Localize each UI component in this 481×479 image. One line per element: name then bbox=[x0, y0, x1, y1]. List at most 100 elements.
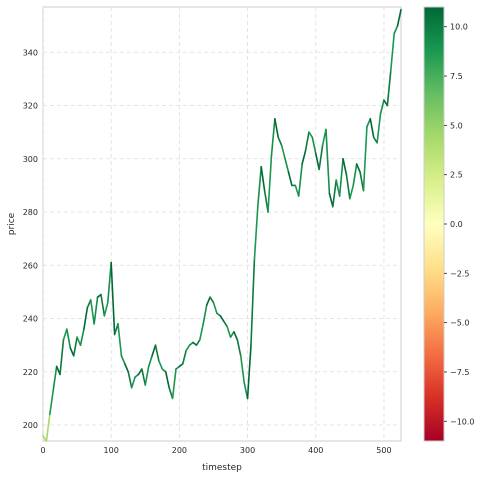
line-segment bbox=[209, 296, 215, 304]
colorbar bbox=[423, 6, 445, 442]
line-segment bbox=[386, 70, 392, 107]
x-tick-label: 500 bbox=[376, 446, 391, 455]
line-segment bbox=[106, 261, 112, 304]
colorbar-tick-label: 0.0 bbox=[450, 220, 463, 229]
price-line bbox=[42, 8, 402, 442]
line-segment bbox=[89, 299, 95, 325]
line-segment bbox=[250, 259, 256, 346]
y-tick-label: 220 bbox=[23, 368, 38, 377]
line-segment bbox=[328, 192, 334, 208]
line-segment bbox=[117, 323, 123, 357]
line-segment bbox=[147, 354, 153, 368]
line-segment bbox=[127, 370, 133, 389]
line-segment bbox=[144, 365, 150, 386]
x-tick-label: 100 bbox=[104, 446, 119, 455]
line-segment bbox=[396, 8, 402, 27]
line-segment bbox=[76, 336, 82, 346]
line-segment bbox=[83, 307, 89, 330]
colorbar-tick-label: 10.0 bbox=[450, 23, 468, 32]
line-segment bbox=[45, 413, 51, 442]
line-segment bbox=[103, 301, 109, 317]
colorbar-tick-label: 5.0 bbox=[450, 121, 463, 130]
line-segment bbox=[219, 315, 225, 322]
line-segment bbox=[318, 144, 324, 171]
line-segment bbox=[267, 155, 273, 213]
line-segment bbox=[260, 165, 266, 192]
line-segment bbox=[62, 328, 68, 341]
line-segment bbox=[205, 296, 211, 307]
line-segment bbox=[171, 368, 177, 400]
line-segment bbox=[141, 368, 147, 386]
x-tick-label: 400 bbox=[308, 446, 323, 455]
colorbar-tick-label: −7.5 bbox=[450, 368, 469, 377]
line-segment bbox=[393, 24, 399, 35]
line-segment bbox=[185, 344, 191, 352]
line-segment bbox=[151, 344, 157, 357]
line-segment bbox=[158, 360, 164, 370]
y-tick-label: 200 bbox=[23, 421, 38, 430]
colorbar-tick-label: −10.0 bbox=[450, 417, 475, 426]
line-segment bbox=[181, 349, 187, 365]
y-tick-label: 260 bbox=[23, 261, 38, 270]
line-segment bbox=[270, 118, 276, 157]
line-segment bbox=[332, 179, 338, 208]
line-segment bbox=[355, 163, 361, 173]
y-tick-label: 300 bbox=[23, 155, 38, 164]
y-axis-label: price bbox=[7, 212, 17, 235]
line-segment bbox=[226, 325, 232, 338]
line-segment bbox=[110, 261, 116, 336]
colorbar-tick-label: 7.5 bbox=[450, 72, 463, 81]
line-segment bbox=[342, 157, 348, 176]
line-segment bbox=[376, 112, 382, 144]
colorbar-tick-label: −2.5 bbox=[450, 269, 469, 278]
plot-area bbox=[42, 6, 402, 442]
x-tick-label: 200 bbox=[172, 446, 187, 455]
line-segment bbox=[369, 118, 375, 139]
line-segment bbox=[314, 152, 320, 171]
line-segment bbox=[338, 157, 344, 197]
line-segment bbox=[256, 165, 263, 208]
line-segment bbox=[100, 293, 106, 317]
line-segment bbox=[287, 171, 293, 187]
line-segment bbox=[229, 331, 235, 338]
line-segment bbox=[72, 336, 78, 357]
y-tick-label: 340 bbox=[23, 48, 38, 57]
line-segment bbox=[52, 365, 58, 392]
line-segment bbox=[325, 128, 331, 195]
line-segment bbox=[284, 157, 290, 173]
line-segment bbox=[362, 126, 368, 192]
line-segment bbox=[274, 118, 280, 139]
colorbar-tick-label: −5.0 bbox=[450, 319, 469, 328]
line-segment bbox=[120, 354, 126, 365]
x-tick-label: 300 bbox=[240, 446, 255, 455]
line-segment bbox=[130, 376, 136, 389]
line-segment bbox=[349, 184, 355, 200]
line-segment bbox=[246, 344, 252, 400]
line-segment bbox=[222, 320, 228, 328]
line-segment bbox=[93, 296, 99, 325]
line-segment bbox=[239, 354, 245, 384]
line-segment bbox=[154, 344, 160, 362]
y-tick-label: 280 bbox=[23, 208, 38, 217]
line-segment bbox=[311, 136, 317, 155]
line-segment bbox=[352, 163, 358, 187]
line-segment bbox=[280, 144, 286, 160]
line-segment bbox=[49, 389, 55, 416]
line-segment bbox=[59, 339, 65, 376]
line-segment bbox=[79, 328, 85, 346]
line-segment bbox=[124, 362, 130, 373]
x-axis-label: timestep bbox=[202, 463, 242, 473]
y-tick-label: 320 bbox=[23, 102, 38, 111]
line-segment bbox=[164, 370, 170, 389]
colorbar-tick-label: 2.5 bbox=[450, 171, 463, 180]
line-segment bbox=[277, 136, 283, 147]
line-segment bbox=[379, 99, 385, 115]
line-segment bbox=[308, 131, 314, 139]
line-segment bbox=[236, 339, 242, 357]
line-segment bbox=[301, 149, 307, 165]
x-axis-ticks: 0 100 200 300 400 500 bbox=[40, 446, 391, 455]
colorbar-ticks: 10.0 7.5 5.0 2.5 0.0 −2.5 −5.0 −7.5 −10.0 bbox=[444, 23, 475, 426]
line-segment bbox=[233, 331, 239, 341]
x-tick-label: 0 bbox=[40, 446, 45, 455]
